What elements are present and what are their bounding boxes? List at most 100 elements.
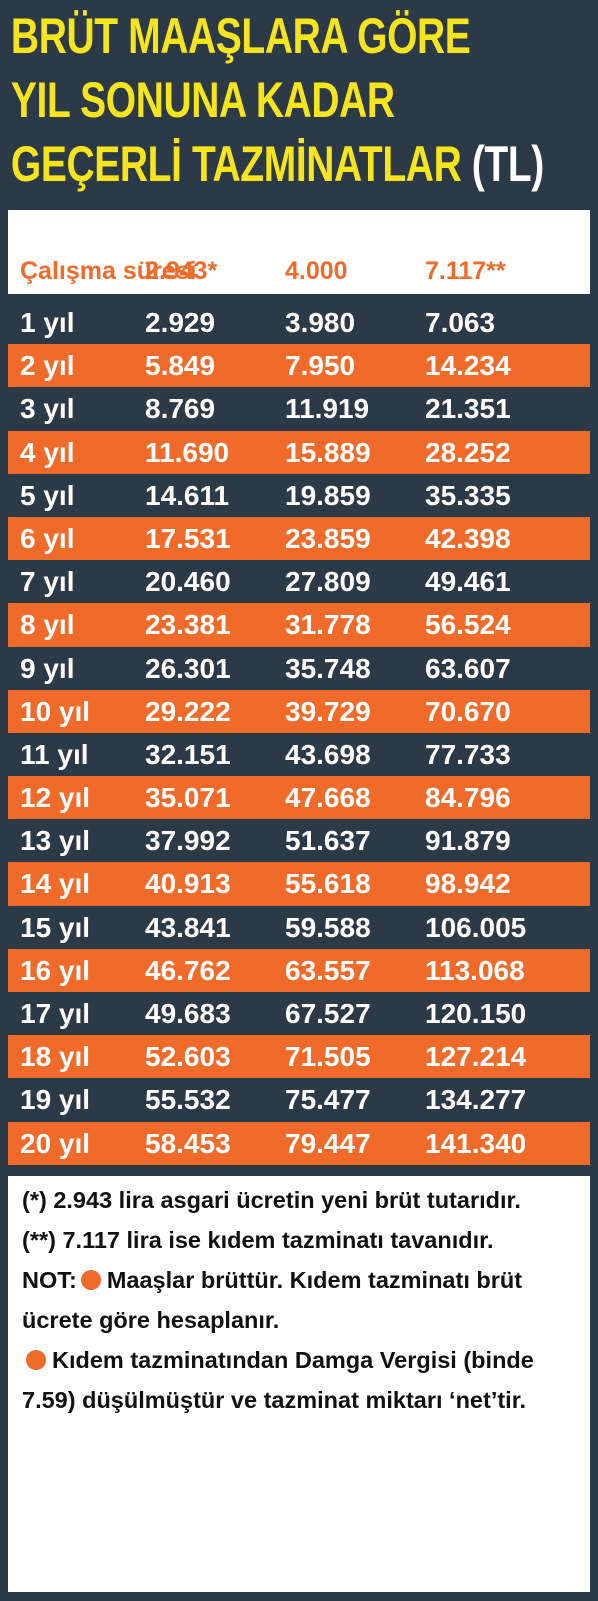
cell: 35.071 [145, 782, 231, 814]
cell: 11.690 [145, 436, 230, 468]
table-row: 13 yıl 37.992 51.637 91.879 [8, 819, 590, 862]
table-row: 19 yıl 55.532 75.477 134.277 [8, 1078, 590, 1121]
header-cell: 4.000 [285, 257, 348, 285]
cell: 49.461 [425, 566, 511, 598]
table-row: 20 yıl 58.453 79.447 141.340 [8, 1121, 590, 1165]
cell: 55.532 [145, 1084, 231, 1116]
cell: 84.796 [425, 782, 511, 814]
title-line: GEÇERLİ TAZMİNATLAR (TL) [0, 132, 544, 196]
cell: 75.477 [285, 1084, 371, 1116]
table-row: 3 yıl 8.769 11.919 21.351 [8, 387, 590, 430]
table-row: 4 yıl 11.690 15.889 28.252 [8, 430, 590, 474]
cell: 18 yıl [20, 1041, 91, 1073]
cell: 13 yıl [20, 825, 91, 857]
cell: 7 yıl [20, 566, 75, 598]
cell: 2.929 [145, 307, 216, 338]
bullet [26, 1350, 46, 1370]
cell: 23.859 [285, 522, 371, 554]
note: (*) 2.943 lira asgari ücretin yeni brüt … [22, 1187, 521, 1213]
cell: 40.913 [145, 868, 231, 900]
title-text: BRÜT MAAŞLARA GÖRE [10, 8, 471, 64]
cell: 56.524 [425, 609, 511, 641]
cell: 51.637 [285, 825, 371, 857]
cell: 26.301 [145, 652, 231, 684]
title: BRÜT MAAŞLARA GÖRE YIL SONUNA KADAR GEÇE… [0, 4, 598, 196]
note: Kıdem tazminatından Damga Vergisi (binde… [22, 1340, 582, 1420]
cell: 67.527 [285, 998, 371, 1029]
cell: 71.505 [285, 1041, 371, 1073]
cell: 55.618 [285, 868, 371, 900]
header-cell: 7.117** [425, 257, 506, 285]
cell: 19.859 [285, 479, 371, 511]
cell: 11.919 [285, 393, 370, 425]
cell: 10 yıl [20, 695, 91, 727]
table-body: 1 yıl 2.929 3.980 7.063 2 yıl 5.849 7.950 14.23… [8, 301, 590, 1165]
cell: 31.778 [285, 609, 371, 641]
bullet [80, 1270, 101, 1290]
title-line: BRÜT MAAŞLARA GÖRE [0, 4, 471, 68]
cell: 8.769 [145, 393, 216, 425]
cell: 47.668 [285, 782, 371, 814]
cell: 17 yıl [20, 998, 91, 1029]
table-row: 7 yıl 20.460 27.809 49.461 [8, 560, 590, 603]
table-row: 6 yıl 17.531 23.859 42.398 [8, 516, 590, 561]
note: (**) 7.117 lira ise kıdem tazminatı tava… [22, 1227, 494, 1253]
cell: 77.733 [425, 738, 511, 770]
table-row: 14 yıl 40.913 55.618 98.942 [8, 862, 590, 906]
cell: 4 yıl [20, 436, 75, 468]
cell: 113.068 [425, 954, 525, 986]
cell: 63.557 [285, 954, 371, 986]
cell: 63.607 [425, 652, 511, 684]
cell: 5 yıl [20, 479, 75, 511]
table-row: 8 yıl 23.381 31.778 56.524 [8, 603, 590, 647]
cell: 70.670 [425, 695, 511, 727]
note-label: NOT: [22, 1267, 77, 1293]
cell: 120.150 [425, 998, 527, 1029]
cell: 21.351 [425, 393, 511, 425]
header-cell: Çalışma süresi [20, 257, 197, 285]
cell: 20 yıl [20, 1127, 91, 1159]
table-row: 12 yıl 35.071 47.668 84.796 [8, 776, 590, 820]
cell: 27.809 [285, 566, 371, 598]
table-row: 18 yıl 52.603 71.505 127.214 [8, 1035, 590, 1079]
cell: 9 yıl [20, 652, 75, 684]
table-header: Çalışma süresi 2.943* 4.000 7.117** [8, 210, 590, 294]
cell: 15 yıl [20, 911, 91, 943]
cell: 1 yıl [20, 307, 75, 338]
cell: 14.611 [145, 479, 230, 511]
cell: 141.340 [425, 1127, 527, 1159]
table-row: 10 yıl 29.222 39.729 70.670 [8, 689, 590, 733]
cell: 46.762 [145, 954, 231, 986]
cell: 15.889 [285, 436, 371, 468]
cell: 2 yıl [20, 350, 75, 382]
note-text: Maaşlar brüttür. Kıdem tazminatı brüt üc… [22, 1267, 523, 1333]
table-row: 5 yıl 14.611 19.859 35.335 [8, 474, 590, 517]
cell: 6 yıl [20, 522, 75, 554]
cell: 52.603 [145, 1041, 231, 1073]
cell: 98.942 [425, 868, 511, 900]
cell: 28.252 [425, 436, 511, 468]
cell: 3 yıl [20, 393, 75, 425]
cell: 43.698 [285, 738, 371, 770]
cell: 35.335 [425, 479, 511, 511]
cell: 17.531 [145, 522, 231, 554]
title-text: GEÇERLİ TAZMİNATLAR [10, 136, 462, 192]
notes: (*) 2.943 lira asgari ücretin yeni brüt … [8, 1176, 590, 1592]
cell: 79.447 [285, 1127, 371, 1159]
cell: 59.588 [285, 911, 371, 943]
note-text: Kıdem tazminatından Damga Vergisi (binde… [22, 1347, 534, 1413]
note: NOT: Maaşlar brüttür. Kıdem tazminatı brü… [22, 1260, 582, 1340]
header-cell: 2.943* [145, 257, 218, 285]
cell: 134.277 [425, 1084, 527, 1116]
cell: 32.151 [145, 738, 231, 770]
cell: 12 yıl [20, 782, 91, 814]
cell: 37.992 [145, 825, 231, 857]
cell: 127.214 [425, 1041, 527, 1073]
cell: 23.381 [145, 609, 231, 641]
cell: 8 yıl [20, 609, 75, 641]
cell: 14.234 [425, 350, 511, 382]
cell: 42.398 [425, 522, 511, 554]
cell: 49.683 [145, 998, 231, 1029]
table-row: 16 yıl 46.762 63.557 113.068 [8, 948, 590, 992]
